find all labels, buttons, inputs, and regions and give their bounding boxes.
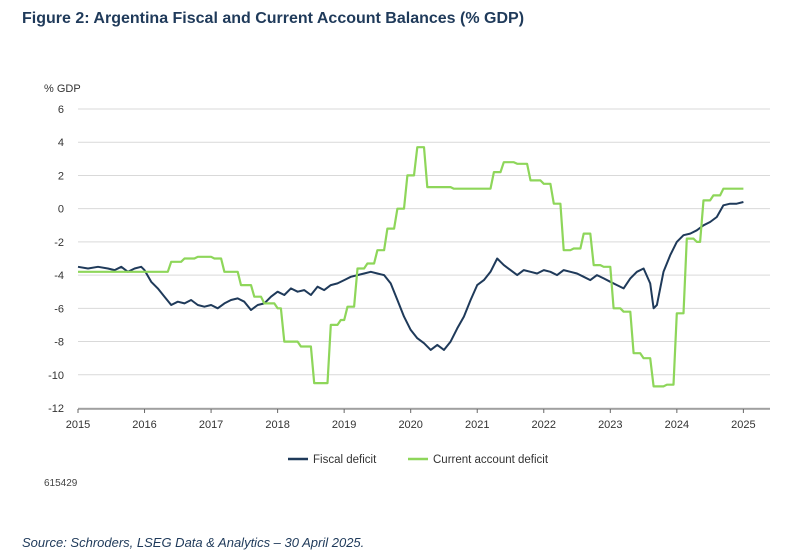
y-tick-label: -2 (54, 237, 64, 249)
y-tick-label: -12 (48, 403, 64, 415)
y-tick-label: 6 (58, 104, 64, 116)
series-lines (77, 146, 744, 388)
y-tick-label: -8 (54, 337, 64, 349)
y-tick-label: 4 (58, 137, 64, 149)
x-axis: 2015 2016 2017 2018 2019 2020 2021 2022 2023 2024… (66, 408, 770, 431)
current-account-deficit-line (78, 146, 744, 388)
x-tick-label: 2023 (598, 419, 622, 431)
x-tick-label: 2020 (398, 419, 422, 431)
legend-label-fiscal: Fiscal deficit (313, 454, 377, 466)
x-tick-label: 2022 (532, 419, 556, 431)
x-tick-label: 2018 (265, 419, 289, 431)
source-note: Source: Schroders, LSEG Data & Analytics… (22, 535, 365, 550)
x-tick-label: 2019 (332, 419, 356, 431)
x-tick-label: 2024 (665, 419, 689, 431)
chart-id-note: 615429 (44, 478, 78, 489)
y-tick-label: 0 (58, 204, 64, 216)
legend: Fiscal deficit Current account deficit (288, 454, 549, 466)
x-tick-label: 2021 (465, 419, 489, 431)
y-tick-label: 2 (58, 170, 64, 182)
y-tick-labels: 6 4 2 0 -2 -4 -6 -8 -10 -12 (48, 104, 64, 415)
fiscal-deficit-line (77, 201, 744, 351)
y-tick-label: -4 (54, 270, 64, 282)
y-tick-label: -10 (48, 370, 64, 382)
y-tick-label: -6 (54, 303, 64, 315)
y-axis-label: % GDP (44, 83, 81, 95)
x-tick-label: 2025 (731, 419, 755, 431)
legend-label-current-account: Current account deficit (433, 454, 549, 466)
x-tick-label: 2015 (66, 419, 90, 431)
x-tick-label: 2017 (199, 419, 223, 431)
x-tick-label: 2016 (132, 419, 156, 431)
chart-title: Figure 2: Argentina Fiscal and Current A… (22, 10, 525, 27)
